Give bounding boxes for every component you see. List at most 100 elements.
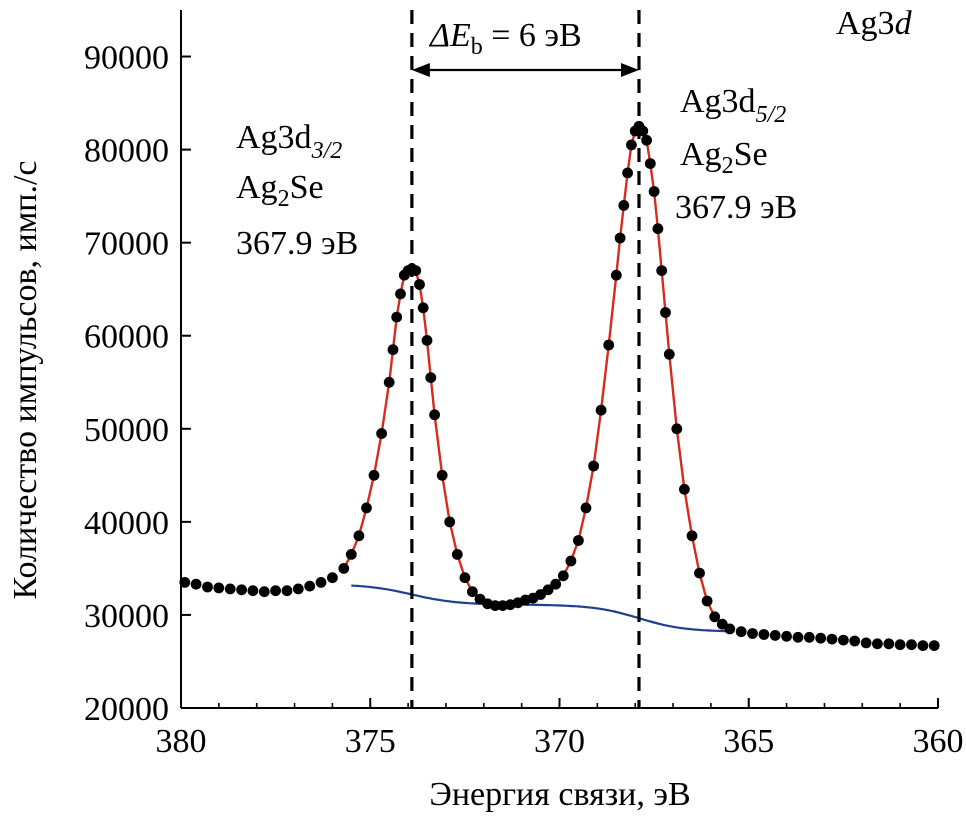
x-tick-label: 365 [723, 723, 774, 760]
x-tick-label: 375 [345, 723, 396, 760]
data-point [557, 570, 569, 582]
data-point [724, 623, 736, 635]
data-point [838, 634, 849, 646]
peak-right-label-line2: Ag2Se [680, 136, 768, 179]
plot-area [181, 10, 938, 708]
data-point [421, 335, 433, 346]
data-point [383, 376, 395, 388]
data-point [573, 535, 584, 546]
data-point [236, 584, 248, 596]
data-point [467, 586, 478, 598]
data-point [179, 577, 191, 588]
data-point [641, 134, 652, 146]
data-point [906, 639, 917, 651]
data-point [580, 502, 592, 514]
y-tick-label: 30000 [84, 598, 169, 635]
data-point [644, 158, 656, 170]
data-point [292, 583, 304, 595]
data-point [701, 595, 713, 607]
data-point [648, 186, 660, 197]
data-point [671, 423, 683, 435]
data-point [345, 549, 357, 560]
data-point [781, 630, 792, 642]
x-tick-label: 380 [156, 723, 207, 760]
data-point [304, 580, 316, 592]
x-axis-title: Энергия связи, эВ [429, 776, 690, 813]
peak-left-label-line3: 367.9 эВ [236, 225, 358, 262]
data-point [425, 372, 437, 383]
y-tick-label: 70000 [84, 226, 169, 263]
data-point [315, 577, 327, 588]
data-point [747, 628, 758, 639]
data-point [803, 631, 815, 643]
data-point [429, 409, 440, 421]
data-point [758, 629, 770, 640]
peak-left-label-line1: Ag3d3/2 [236, 119, 342, 164]
data-point [281, 585, 293, 597]
data-point [660, 307, 671, 318]
data-point [353, 530, 365, 542]
x-ticks: 380 375 370 365 360 [156, 698, 964, 760]
data-point [883, 638, 895, 650]
data-point [451, 549, 463, 560]
peak-right-label-line1: Ag3d5/2 [680, 83, 786, 128]
data-point [565, 555, 577, 567]
data-point [614, 232, 626, 244]
delta-arrow-head-left [411, 63, 430, 77]
data-point [376, 428, 387, 439]
data-point [213, 582, 225, 594]
data-point [652, 223, 664, 235]
y-tick-label: 20000 [84, 691, 169, 728]
x-tick-label: 370 [534, 723, 585, 760]
data-point [792, 631, 804, 643]
data-point [595, 404, 607, 416]
data-point [368, 469, 380, 481]
data-point [849, 635, 861, 647]
reference-lines [410, 10, 641, 708]
data-point [626, 139, 637, 151]
data-point [618, 200, 630, 211]
data-point [395, 288, 406, 300]
delta-label: ΔEb = 6 эВ [428, 17, 582, 60]
data-point [247, 585, 259, 597]
data-point [459, 572, 471, 584]
data-point [414, 279, 425, 290]
data-point [735, 626, 747, 638]
data-point [190, 578, 202, 590]
series-layer [179, 120, 940, 651]
series-background-line [351, 584, 728, 633]
y-tick-label: 80000 [84, 133, 169, 170]
y-tick-label: 90000 [84, 40, 169, 77]
data-point [656, 265, 668, 276]
delta-arrow-head-right [620, 63, 639, 77]
data-point [327, 572, 338, 584]
data-point [622, 167, 633, 179]
data-point [917, 640, 929, 651]
delta-arrow [411, 63, 639, 77]
y-tick-label: 60000 [84, 319, 169, 356]
y-axis-title: Количество импульсов, имп./с [7, 161, 44, 600]
data-point [550, 578, 562, 590]
data-point [489, 600, 501, 611]
data-point [224, 583, 236, 595]
data-point [391, 311, 403, 323]
chart-title: Ag3d [836, 5, 913, 42]
data-point [769, 630, 781, 641]
data-point [694, 567, 705, 579]
data-point [860, 637, 872, 649]
data-point [928, 640, 940, 651]
data-point [709, 611, 721, 623]
data-point [444, 516, 456, 528]
data-point [894, 639, 906, 651]
data-point [417, 302, 429, 314]
data-point [270, 585, 281, 597]
data-point [258, 586, 270, 598]
data-point [815, 632, 827, 644]
peak-left-label-line2: Ag2Se [236, 169, 324, 212]
data-point [663, 348, 675, 360]
data-point [679, 483, 690, 495]
peak-right-label-line3: 367.9 эВ [675, 189, 797, 226]
y-ticks: 20000 30000 40000 50000 60000 70000 80000 90000 [84, 40, 191, 728]
data-point [588, 460, 599, 472]
